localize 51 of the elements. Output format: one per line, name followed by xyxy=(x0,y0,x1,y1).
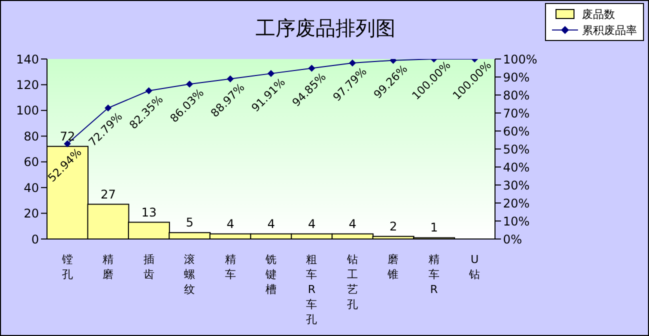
point xyxy=(186,80,194,88)
data-label: 2 xyxy=(390,219,398,234)
y2-tick-label: 50% xyxy=(503,142,530,156)
y2-tick-label: 70% xyxy=(503,106,530,120)
x-tick-label: 磨锥 xyxy=(386,253,399,281)
data-label: 4 xyxy=(348,216,356,231)
y2-tick-label: 20% xyxy=(503,196,530,210)
y2-tick-label: 90% xyxy=(503,70,530,84)
x-tick-label: 铣键槽 xyxy=(264,253,276,296)
point xyxy=(268,70,274,78)
chart-title: 工序废品排列图 xyxy=(256,16,396,40)
y2-tick-label: 80% xyxy=(503,88,530,102)
legend-label: 累积废品率 xyxy=(582,22,637,38)
x-tick-label: 精车 xyxy=(224,253,236,281)
x-tick-label: 插齿 xyxy=(143,253,154,281)
data-label: 4 xyxy=(226,216,234,231)
data-label: 4 xyxy=(267,216,275,231)
y-tick-label: 100 xyxy=(16,104,39,118)
point xyxy=(226,75,234,82)
point xyxy=(348,59,356,66)
y-tick-label: 140 xyxy=(16,52,39,66)
y2-tick-label: 60% xyxy=(503,124,530,138)
y2-tick-label: 0% xyxy=(503,232,522,246)
x-tick-label: 滚螺纹 xyxy=(184,253,196,296)
y-tick-label: 80 xyxy=(24,129,39,144)
point xyxy=(145,87,152,94)
x-tick-label: 精磨 xyxy=(102,253,114,281)
x-tick-label: 钻工艺孔 xyxy=(346,253,358,311)
point xyxy=(64,140,71,148)
data-label: 27 xyxy=(100,187,116,202)
data-label: 5 xyxy=(186,216,194,230)
y2-tick-label: 40% xyxy=(503,160,530,174)
x-tick-label: U钻 xyxy=(468,253,480,281)
x-tick-label: 镗孔 xyxy=(60,253,73,281)
y-tick-label: 0 xyxy=(31,232,39,246)
data-label: 4 xyxy=(308,216,316,231)
y2-tick-label: 10% xyxy=(503,214,530,228)
y2-tick-label: 30% xyxy=(503,178,530,192)
legend-label: 废品数 xyxy=(582,6,615,22)
y2-tick-label: 100% xyxy=(503,52,538,66)
y-tick-label: 20 xyxy=(24,206,39,221)
point xyxy=(308,64,316,72)
x-tick-label: 精车R xyxy=(428,253,440,296)
y-tick-label: 60 xyxy=(24,155,39,170)
point xyxy=(104,104,112,112)
data-label: 1 xyxy=(430,220,438,235)
data-label: 72 xyxy=(60,129,76,144)
y-tick-label: 40 xyxy=(24,180,39,195)
x-tick-label: 粗车R车孔 xyxy=(306,253,318,326)
y-tick-label: 120 xyxy=(16,78,39,92)
data-label: 13 xyxy=(141,205,157,220)
